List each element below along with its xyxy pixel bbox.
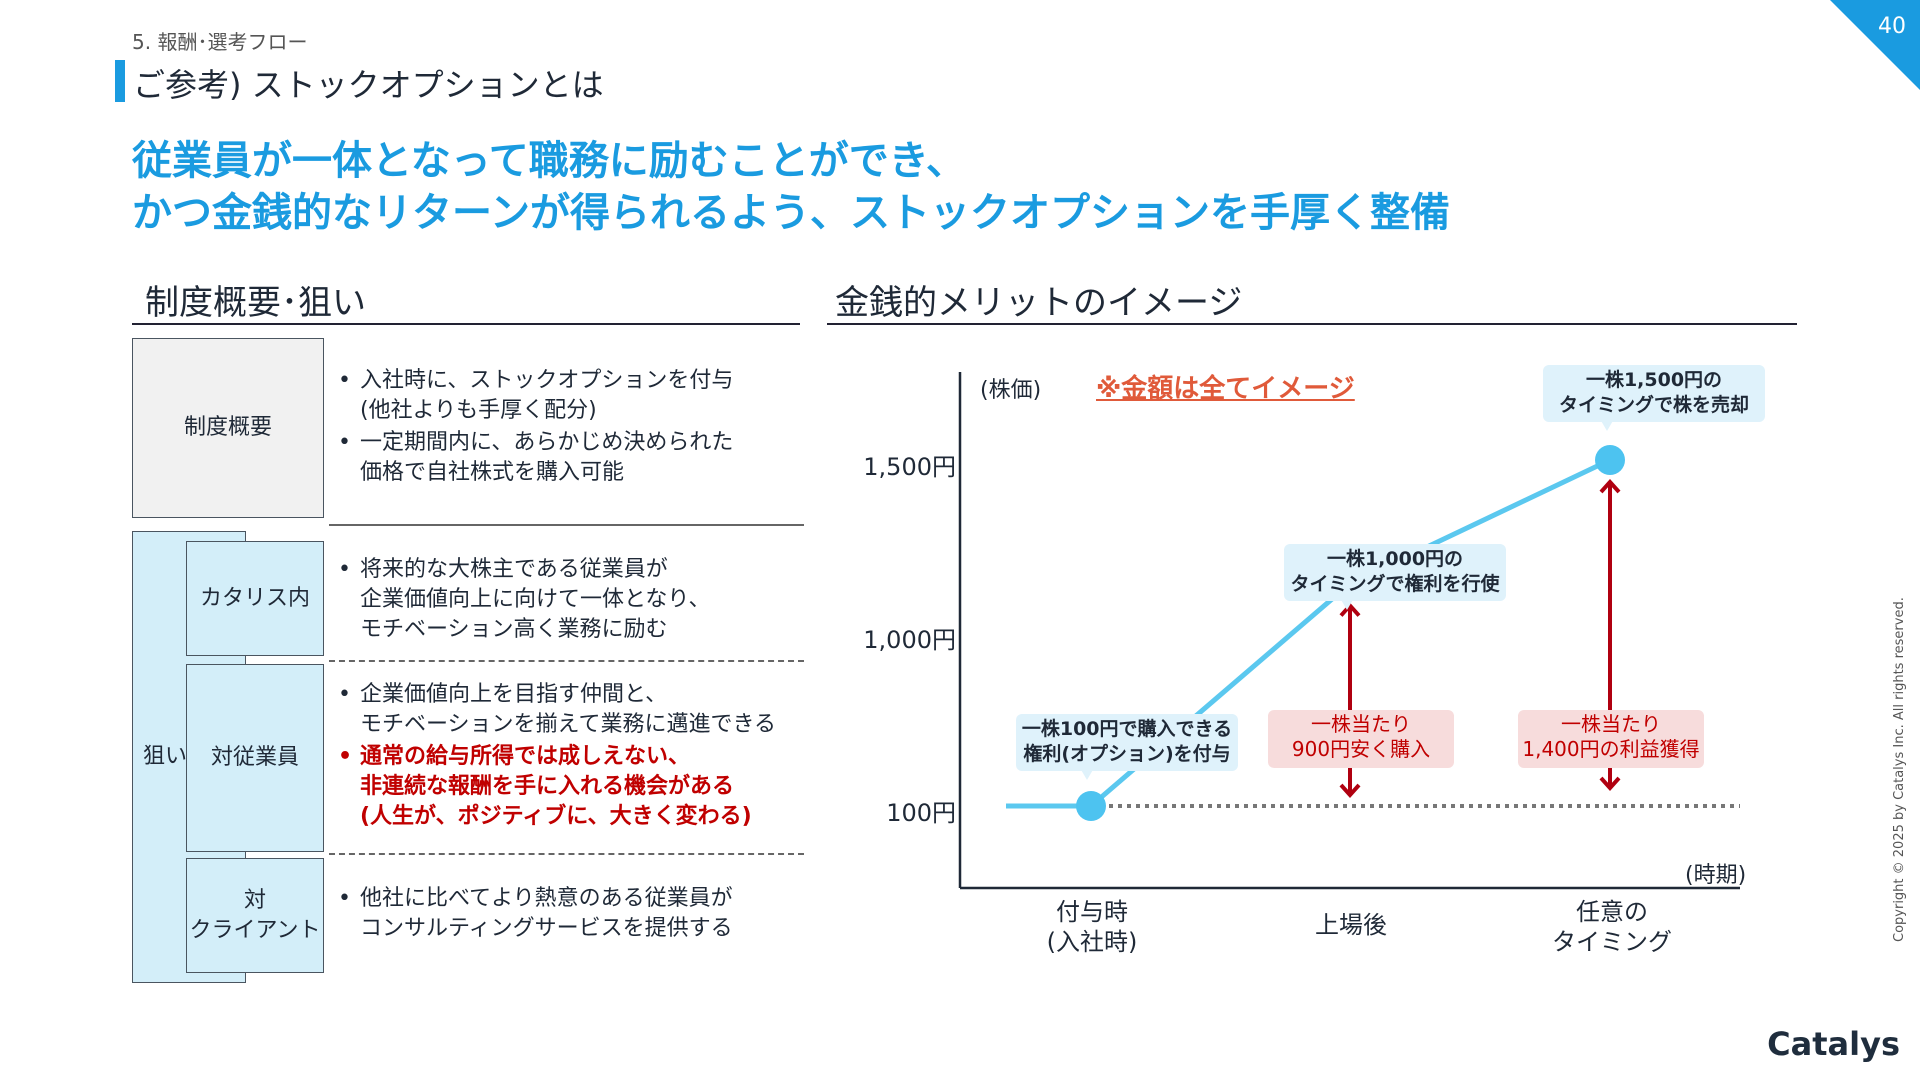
saving-arrow-head-down [1339,783,1361,798]
aim-row-bullets: 他社に比べてより熱意のある従業員が コンサルティングサービスを提供する [330,884,800,946]
row-divider [329,660,804,662]
copyright-text: Copyright © 2025 by Catalys Inc. All rig… [1892,597,1907,942]
y-tick-label: 1,000円 [863,626,956,654]
sell-callout-pointer [1600,419,1614,431]
aim-row-label-box: 対 クライアント [186,858,324,973]
aim-bullet: 企業価値向上を目指す仲間と、 モチベーションを揃えて業務に邁進できる [330,680,810,740]
data-point [1595,445,1625,475]
overview-divider [329,524,804,526]
left-section-title: 制度概要･狙い [145,283,366,323]
callout-profit: 一株当たり 1,400円の利益獲得 [1518,710,1704,768]
subtitle-accent-bar [115,60,125,102]
grant-callout-pointer [1080,768,1094,780]
aim-bullet-highlight: 通常の給与所得では成しえない、 非連続な報酬を手に入れる機会がある (人生が、ポ… [330,742,810,832]
saving-arrow-head-up [1339,602,1361,617]
page-corner-triangle [1830,0,1920,90]
catalys-logo: Catalys [1767,1025,1900,1063]
profit-arrow-head-up [1599,479,1621,494]
overview-label-box: 制度概要 [132,338,324,518]
price-line [1006,457,1612,809]
aim-row-label: カタリス内 [199,585,310,611]
headline-line-2: かつ金銭的なリターンが得られるよう、ストックオプションを手厚く整備 [132,190,1450,236]
overview-bullets: 入社時に、ストックオプションを付与 (他社よりも手厚く配分) 一定期間内に、あら… [330,366,800,490]
aim-bullet: 他社に比べてより熱意のある従業員が コンサルティングサービスを提供する [330,884,800,944]
slide-subtitle: ご参考) ストックオプションとは [133,66,604,104]
right-section-title: 金銭的メリットのイメージ [835,283,1243,323]
page-number: 40 [1878,14,1906,39]
aim-row-label-box: 対従業員 [186,664,324,852]
aim-row-bullets: 企業価値向上を目指す仲間と、 モチベーションを揃えて業務に邁進できる 通常の給与… [330,680,810,834]
exercise-callout-pointer [1340,598,1354,610]
x-tick-label: 付与時 (入社時) [1046,898,1138,956]
profit-arrow-head-down [1599,776,1621,791]
overview-bullet: 一定期間内に、あらかじめ決められた 価格で自社株式を購入可能 [330,428,800,488]
callout-sell: 一株1,500円の タイミングで株を売却 [1543,365,1765,422]
data-point [1076,791,1106,821]
aim-bullet: 将来的な大株主である従業員が 企業価値向上に向けて一体となり、 モチベーション高… [330,555,800,645]
y-axis-label: (株価) [980,378,1042,403]
aim-row-bullets: 将来的な大株主である従業員が 企業価値向上に向けて一体となり、 モチベーション高… [330,555,800,647]
callout-saving: 一株当たり 900円安く購入 [1268,710,1454,768]
row-divider [329,853,804,855]
callout-exercise: 一株1,000円の タイミングで権利を行使 [1284,544,1506,601]
x-tick-label: 上場後 [1315,911,1387,939]
left-title-rule [132,323,800,325]
headline: 従業員が一体となって職務に励むことができ、 かつ金銭的なリターンが得られるよう、… [132,135,1450,239]
aim-row-label-box: カタリス内 [186,541,324,656]
overview-label: 制度概要 [183,415,272,440]
image-note: ※金額は全てイメージ [1096,374,1355,404]
headline-line-1: 従業員が一体となって職務に励むことができ、 [132,138,966,184]
y-tick-label: 100円 [886,799,956,827]
overview-bullet: 入社時に、ストックオプションを付与 (他社よりも手厚く配分) [330,366,800,426]
right-title-rule [827,323,1797,325]
aim-label: 狙い [142,744,187,769]
x-tick-label: 任意の タイミング [1552,898,1672,956]
x-axis-label: (時期) [1685,863,1747,888]
callout-grant: 一株100円で購入できる 権利(オプション)を付与 [1016,714,1238,771]
section-label: 5. 報酬･選考フロー [132,30,308,54]
y-tick-label: 1,500円 [863,453,956,481]
aim-row-label: 対従業員 [210,745,299,770]
aim-row-label: 対 クライアント [189,887,321,943]
